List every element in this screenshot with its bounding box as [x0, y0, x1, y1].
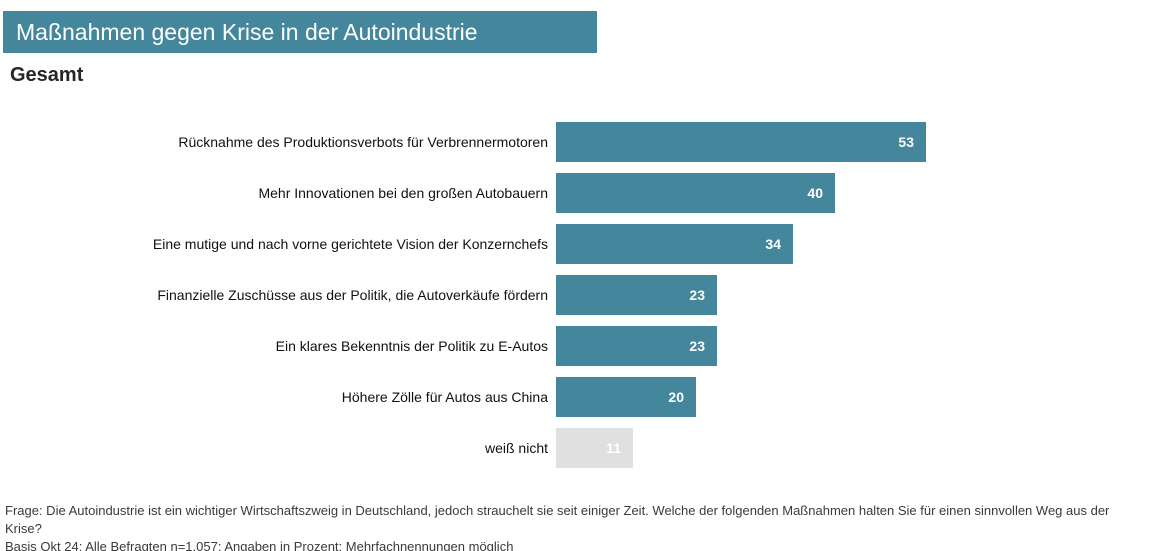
bar-category-label: Rücknahme des Produktionsverbots für Ver… [178, 134, 548, 150]
footnote: Frage: Die Autoindustrie ist ein wichtig… [5, 502, 1147, 551]
bar-row: Rücknahme des Produktionsverbots für Ver… [0, 122, 1152, 162]
bar-value-label: 53 [898, 134, 914, 150]
bar-row: Eine mutige und nach vorne gerichtete Vi… [0, 224, 1152, 264]
bar: 34 [556, 224, 793, 264]
bar-row: Ein klares Bekenntnis der Politik zu E-A… [0, 326, 1152, 366]
bar-value-label: 34 [765, 236, 781, 252]
chart-subtitle: Gesamt [10, 64, 84, 86]
bar-category-label: weiß nicht [484, 440, 548, 456]
bar-row: Finanzielle Zuschüsse aus der Politik, d… [0, 275, 1152, 315]
bar-category-label: Höhere Zölle für Autos aus China [341, 389, 548, 405]
footnote-basis: Basis Okt 24: Alle Befragten n=1.057; An… [5, 539, 514, 551]
bar: 23 [556, 326, 717, 366]
bar-value-label: 40 [807, 185, 823, 201]
bar-category-label: Finanzielle Zuschüsse aus der Politik, d… [157, 287, 548, 303]
bar-category-label: Ein klares Bekenntnis der Politik zu E-A… [275, 338, 548, 354]
footnote-question: Frage: Die Autoindustrie ist ein wichtig… [5, 503, 1110, 536]
page-title: Maßnahmen gegen Krise in der Autoindustr… [3, 11, 597, 53]
bar-value-label: 23 [689, 287, 705, 303]
bar-category-label: Mehr Innovationen bei den großen Autobau… [258, 185, 548, 201]
bar-category-label: Eine mutige und nach vorne gerichtete Vi… [152, 236, 548, 252]
bar-row: Höhere Zölle für Autos aus China 20 [0, 377, 1152, 417]
bar: 11 [556, 428, 633, 468]
bar: 23 [556, 275, 717, 315]
bar: 40 [556, 173, 835, 213]
bar-value-label: 23 [689, 338, 705, 354]
bar-row: weiß nicht 11 [0, 428, 1152, 468]
horizontal-bar-chart: Rücknahme des Produktionsverbots für Ver… [0, 122, 1152, 479]
bar: 53 [556, 122, 926, 162]
bar-row: Mehr Innovationen bei den großen Autobau… [0, 173, 1152, 213]
bar: 20 [556, 377, 696, 417]
bar-value-label: 11 [606, 440, 621, 456]
bar-value-label: 20 [668, 389, 684, 405]
